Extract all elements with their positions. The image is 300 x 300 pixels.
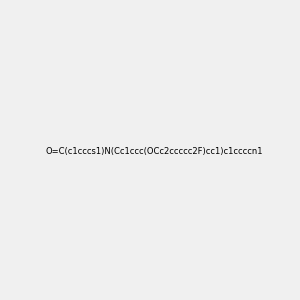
Text: O=C(c1cccs1)N(Cc1ccc(OCc2ccccc2F)cc1)c1ccccn1: O=C(c1cccs1)N(Cc1ccc(OCc2ccccc2F)cc1)c1c… [45, 147, 262, 156]
